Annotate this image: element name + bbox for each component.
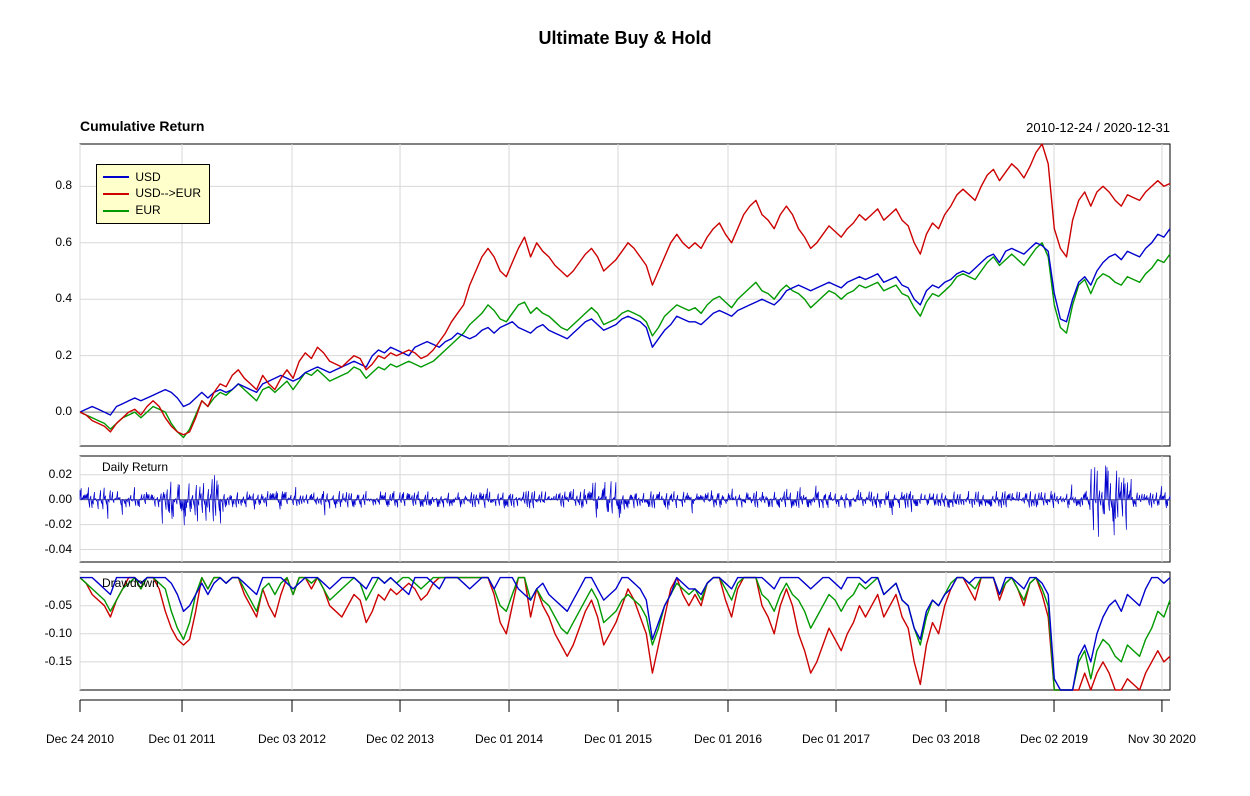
y-tick-label: -0.05: [45, 598, 72, 612]
chart-svg: [0, 0, 1250, 796]
x-tick-label: Dec 01 2011: [148, 732, 215, 746]
y-tick-label: 0.4: [55, 291, 72, 305]
y-tick-label: 0.8: [55, 178, 72, 192]
legend-label: USD-->EUR: [135, 185, 201, 202]
y-tick-label: 0.00: [49, 492, 72, 506]
x-tick-label: Dec 24 2010: [46, 732, 114, 746]
y-tick-label: -0.04: [45, 542, 72, 556]
legend-box: USDUSD-->EUREUR: [96, 164, 210, 224]
legend-label: EUR: [135, 202, 160, 219]
legend-item: EUR: [103, 202, 201, 219]
daily-return-title: Daily Return: [102, 460, 168, 474]
x-tick-label: Dec 01 2014: [475, 732, 543, 746]
legend-swatch: [103, 176, 129, 178]
x-tick-label: Dec 02 2019: [1020, 732, 1088, 746]
x-tick-label: Dec 01 2016: [694, 732, 762, 746]
x-tick-label: Dec 01 2017: [802, 732, 870, 746]
x-tick-label: Dec 03 2012: [258, 732, 326, 746]
x-tick-label: Dec 03 2018: [912, 732, 980, 746]
legend-item: USD: [103, 169, 201, 186]
legend-label: USD: [135, 169, 160, 186]
legend-swatch: [103, 193, 129, 195]
y-tick-label: 0.0: [55, 404, 72, 418]
drawdown-title: Drawdown: [102, 576, 159, 590]
y-tick-label: 0.02: [49, 467, 72, 481]
x-tick-label: Dec 02 2013: [366, 732, 434, 746]
legend-swatch: [103, 210, 129, 212]
x-tick-label: Dec 01 2015: [584, 732, 652, 746]
y-tick-label: -0.10: [45, 626, 72, 640]
y-tick-label: -0.02: [45, 517, 72, 531]
legend-item: USD-->EUR: [103, 185, 201, 202]
x-tick-label: Nov 30 2020: [1128, 732, 1196, 746]
y-tick-label: 0.6: [55, 235, 72, 249]
y-tick-label: 0.2: [55, 348, 72, 362]
y-tick-label: -0.15: [45, 654, 72, 668]
